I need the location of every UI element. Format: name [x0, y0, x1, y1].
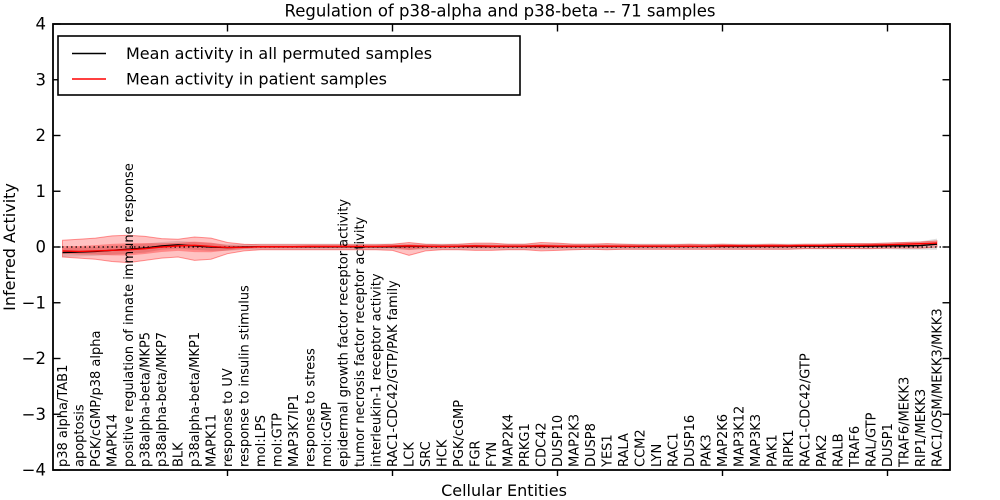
x-tick-label: p38 alpha/TAB1 — [56, 365, 71, 467]
x-tick-label: YES1 — [601, 434, 616, 468]
x-tick-label: LYN — [650, 444, 665, 467]
x-tick-label: positive regulation of innate immune res… — [122, 163, 137, 467]
patient-mean-line — [62, 242, 938, 253]
x-tick-label: CDC42 — [535, 422, 550, 467]
y-tick-label: 1 — [36, 182, 47, 201]
y-tick-label: −1 — [22, 293, 46, 312]
x-tick-label: MAP2K3 — [568, 414, 583, 467]
x-tick-label: MAP2K6 — [716, 414, 731, 467]
legend-label-patient: Mean activity in patient samples — [126, 70, 387, 89]
x-tick-label: MAPK14 — [106, 414, 121, 467]
x-tick-label: RIPK1 — [782, 429, 797, 467]
y-tick-label: −2 — [22, 349, 46, 368]
x-axis-label: Cellular Entities — [441, 481, 567, 500]
x-tick-label: PAK3 — [700, 434, 715, 467]
x-tick-label: mol:GTP — [271, 413, 286, 467]
x-tick-label: BLK — [172, 442, 187, 467]
x-tick-label: mol:LPS — [254, 415, 269, 467]
permuted-confidence-band — [62, 238, 937, 258]
x-tick-label: RAC1/OSM/MEKK3/MKK3 — [931, 308, 946, 467]
x-tick-label: tumor necrosis factor receptor activity — [353, 216, 368, 467]
patient-confidence-band-inner — [62, 241, 937, 256]
x-tick-label: FYN — [485, 442, 500, 467]
y-tick-label: 2 — [36, 126, 47, 145]
x-tick-label: TRAF6/MEKK3 — [898, 377, 913, 468]
x-tick-label: MAP3K12 — [733, 406, 748, 467]
x-tick-label: DUSP1 — [881, 423, 896, 467]
legend: Mean activity in all permuted samples Me… — [57, 35, 521, 96]
y-tick-label: 0 — [36, 238, 47, 257]
x-tick-label: DUSP8 — [584, 423, 599, 467]
x-tick-label: PRKG1 — [518, 423, 533, 467]
x-tick-label: FGR — [469, 440, 484, 467]
x-tick-label: p38alpha-beta/MKP7 — [155, 332, 170, 467]
y-tick-label: −4 — [22, 461, 46, 480]
x-tick-label: TRAF6 — [848, 426, 863, 468]
y-tick-label: −3 — [22, 405, 46, 424]
x-tick-label: response to stress — [304, 348, 319, 467]
x-tick-label: epidermal growth factor receptor activit… — [337, 199, 352, 467]
legend-label-permuted: Mean activity in all permuted samples — [126, 44, 432, 63]
x-tick-label: RALA — [617, 433, 632, 467]
x-tick-label: MAPK11 — [205, 414, 220, 467]
y-tick-label: 3 — [36, 70, 47, 89]
x-tick-label: DUSP16 — [683, 415, 698, 467]
x-tick-label: HCK — [436, 439, 451, 467]
plot-area: p38 alpha/TAB1 apoptosis PGK/cGMP/p38 alph… — [22, 15, 951, 480]
x-tick-label: response to UV — [221, 368, 236, 467]
legend-box — [57, 35, 521, 96]
x-tick-label: RAC1 — [667, 432, 682, 467]
x-tick-label: interleukin-1 receptor activity — [370, 273, 385, 467]
x-tick-label: PGK/cGMP — [452, 400, 467, 467]
y-tick-label: 4 — [36, 15, 47, 34]
x-tick-label: apoptosis — [73, 404, 88, 467]
x-tick-label: RAC1-CDC42/GTP — [799, 353, 814, 467]
x-tick-label: response to insulin stimulus — [238, 285, 253, 467]
x-tick-label: MAP2K4 — [502, 414, 517, 467]
x-tick-label: RAL/GTP — [865, 412, 880, 467]
x-tick-label: RIP1/MEKK3 — [914, 389, 929, 467]
x-tick-label: MAP3K3 — [749, 414, 764, 467]
x-tick-label: RALB — [832, 433, 847, 467]
x-tick-label: MAP3K7IP1 — [287, 394, 302, 467]
x-tick-label: mol:cGMP — [320, 402, 335, 467]
x-tick-label: DUSP10 — [551, 415, 566, 467]
x-tick-label: LCK — [403, 442, 418, 467]
x-tick-label: p38alpha-beta/MKP5 — [139, 332, 154, 467]
x-tick-label: RAC1-CDC42/GTP/PAK family — [386, 280, 401, 467]
patient-confidence-band-outer — [62, 234, 938, 264]
y-axis-label: Inferred Activity — [0, 183, 19, 311]
x-tick-label: PAK1 — [766, 434, 781, 467]
x-tick-label: SRC — [419, 441, 434, 467]
x-tick-label: p38alpha-beta/MKP1 — [188, 332, 203, 467]
x-tick-label: PAK2 — [815, 434, 830, 467]
x-tick-label: CCM2 — [634, 429, 649, 467]
chart-title: Regulation of p38-alpha and p38-beta -- … — [284, 2, 715, 21]
x-tick-label: PGK/cGMP/p38 alpha — [89, 331, 104, 467]
